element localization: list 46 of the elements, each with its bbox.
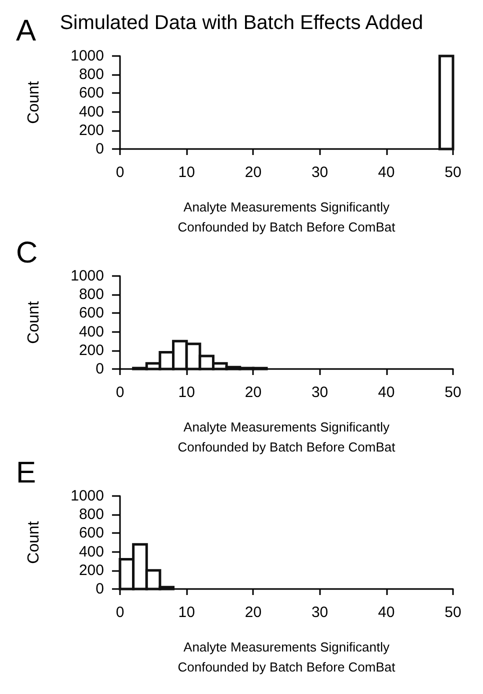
y-tick-label: 600: [78, 524, 104, 542]
y-axis-title: Count: [26, 520, 42, 564]
y-tick-label: 800: [78, 286, 104, 304]
x-tick-label: 0: [116, 604, 124, 621]
x-tick-label: 50: [444, 604, 462, 621]
x-axis-title: Analyte Measurements Significantly Confounded by Batch Before ComBat: [178, 420, 396, 454]
y-tick-label: 600: [78, 84, 104, 102]
y-tick-label: 0: [96, 580, 104, 598]
text: E: [16, 456, 36, 490]
x-tick-label: 50: [444, 164, 462, 181]
x-tick-label: 10: [178, 384, 195, 401]
x-tick-label: 40: [378, 384, 395, 401]
y-tick-label: 400: [78, 103, 104, 120]
x-axis-title: Analyte Measurements Significantly Confounded by Batch Before ComBat: [178, 200, 396, 234]
text: C: [16, 236, 38, 270]
y-tick-label: 0: [96, 140, 104, 158]
x-tick-label: 20: [244, 384, 262, 401]
x-tick-label: 30: [311, 604, 328, 621]
x-tick-label: 20: [244, 604, 262, 621]
y-tick-label: 200: [78, 562, 104, 579]
x-tick-label: 10: [178, 604, 195, 621]
y-tick-label: 400: [78, 543, 104, 560]
y-tick-label: 0: [96, 360, 104, 378]
x-tick-label: 0: [116, 384, 124, 401]
x-tick-label: 0: [116, 164, 124, 181]
y-tick-label: 1000: [70, 488, 104, 504]
y-tick-label: 1000: [70, 48, 104, 64]
y-tick-label: 800: [78, 506, 104, 524]
x-tick-label: 30: [311, 384, 328, 401]
x-tick-label: 40: [378, 164, 395, 181]
y-axis-title: Count: [26, 300, 42, 344]
y-tick-label: 800: [78, 66, 104, 84]
x-tick-label: 10: [178, 164, 195, 181]
x-tick-label: 30: [311, 164, 328, 181]
x-axis-title: Analyte Measurements Significantly Confounded by Batch Before ComBat: [178, 640, 396, 674]
y-tick-label: 400: [78, 323, 104, 340]
y-axis-title: Count: [26, 80, 42, 124]
y-tick-label: 600: [78, 304, 104, 322]
y-tick-label: 1000: [70, 268, 104, 284]
x-tick-label: 20: [244, 164, 262, 181]
text: A: [16, 14, 36, 48]
x-tick-label: 50: [444, 384, 462, 401]
x-tick-label: 40: [378, 604, 395, 621]
y-tick-label: 200: [78, 122, 104, 139]
chart-title: Simulated Data with Batch Effects Added: [60, 12, 424, 34]
y-tick-label: 200: [78, 342, 104, 359]
